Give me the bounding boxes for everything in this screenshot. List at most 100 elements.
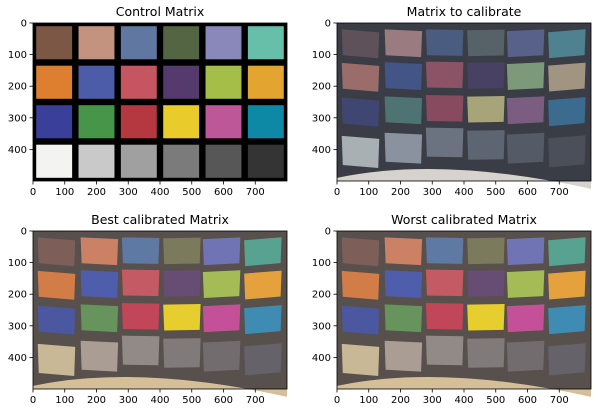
color-patch [80, 340, 119, 372]
color-patch [80, 270, 119, 298]
x-tick-label: 0 [30, 187, 36, 198]
x-tick-label: 0 [30, 395, 36, 406]
panel-control-matrix: Control Matrix 0 100 200 300 400 500 600 700 0 1… [8, 4, 288, 198]
y-tick-label: 400 [312, 145, 331, 156]
x-axis-ticks: 0 100 200 300 400 500 600 700 [30, 389, 265, 406]
color-patch [384, 62, 423, 90]
color-patch [120, 26, 157, 60]
color-patch [202, 304, 241, 333]
color-patch [163, 65, 200, 99]
x-tick-label: 700 [550, 395, 569, 406]
color-patch [205, 65, 242, 99]
color-patch [384, 96, 423, 125]
x-tick-label: 500 [182, 395, 201, 406]
x-tick-label: 200 [87, 187, 106, 198]
y-axis-ticks: 0 100 200 300 400 [312, 227, 337, 364]
color-patch [202, 340, 241, 372]
y-tick-label: 300 [8, 321, 27, 332]
color-patch [80, 304, 119, 333]
y-tick-label: 100 [312, 50, 331, 61]
color-patch [384, 29, 423, 58]
x-tick-label: 600 [214, 187, 233, 198]
x-tick-label: 600 [518, 187, 537, 198]
x-tick-label: 500 [486, 187, 505, 198]
color-patch [202, 270, 241, 298]
color-patch [78, 26, 115, 60]
x-tick-label: 300 [423, 187, 442, 198]
color-patch [37, 343, 76, 376]
color-patch [341, 62, 380, 92]
worst-calibrated-image [336, 230, 592, 397]
color-patch [244, 237, 282, 267]
color-patch [548, 29, 586, 59]
color-patch [247, 105, 284, 139]
color-patch [341, 270, 380, 300]
x-tick-label: 500 [486, 395, 505, 406]
color-patch [78, 65, 115, 99]
y-tick-label: 300 [312, 113, 331, 124]
panel-matrix-to-calibrate: Matrix to calibrate 0 100 200 300 400 500 600 7… [312, 4, 592, 198]
y-tick-label: 200 [312, 82, 331, 93]
color-patch [506, 270, 545, 298]
color-patch [467, 96, 505, 123]
color-patch [548, 62, 586, 92]
color-patch [506, 132, 545, 164]
panel-worst-calibrated-matrix: Worst calibrated Matrix 0 100 200 300 400 500… [312, 212, 592, 406]
x-tick-label: 100 [359, 187, 378, 198]
color-patch [506, 96, 545, 125]
color-patch [467, 338, 505, 368]
color-patch [467, 270, 505, 297]
color-patch [37, 270, 76, 300]
color-patch [205, 105, 242, 139]
color-patch [425, 269, 464, 297]
color-patch [121, 237, 160, 264]
color-patch [425, 303, 464, 330]
x-tick-label: 0 [334, 187, 340, 198]
color-patch [36, 144, 73, 178]
panel-title: Worst calibrated Matrix [391, 212, 537, 227]
x-tick-label: 100 [55, 395, 74, 406]
x-tick-label: 400 [454, 395, 473, 406]
color-patch [37, 237, 76, 267]
color-patch [244, 343, 282, 376]
y-tick-label: 0 [325, 19, 331, 30]
color-patch [36, 26, 73, 60]
control-matrix-image [32, 22, 288, 182]
color-patch [341, 237, 380, 267]
color-patch [425, 237, 464, 264]
x-tick-label: 100 [359, 395, 378, 406]
color-patch [78, 144, 115, 178]
color-patch [506, 62, 545, 90]
y-tick-label: 300 [8, 113, 27, 124]
color-patch [37, 305, 76, 335]
color-patch [341, 135, 380, 168]
color-patch [341, 97, 380, 127]
color-patch [163, 338, 201, 368]
color-patch [384, 340, 423, 372]
table-surface [33, 376, 287, 397]
color-patch [163, 144, 200, 178]
color-patch [120, 105, 157, 139]
color-patch [384, 132, 423, 164]
color-patch [506, 340, 545, 372]
y-tick-label: 100 [8, 50, 27, 61]
color-patch [244, 305, 282, 335]
color-patch [80, 237, 119, 266]
color-patch [384, 237, 423, 266]
color-patch [36, 105, 73, 139]
color-patch [425, 61, 464, 89]
color-patch [548, 305, 586, 335]
y-tick-label: 300 [312, 321, 331, 332]
x-axis-ticks: 0 100 200 300 400 500 600 700 [334, 389, 569, 406]
color-patch [247, 26, 284, 60]
color-patch [202, 237, 241, 266]
color-patch [384, 270, 423, 298]
color-patch [78, 105, 115, 139]
matrix-to-calibrate-image [336, 22, 592, 189]
color-patch [121, 335, 160, 366]
color-patch [120, 65, 157, 99]
color-patch [163, 270, 201, 297]
color-patch [467, 29, 505, 57]
x-tick-label: 100 [55, 187, 74, 198]
